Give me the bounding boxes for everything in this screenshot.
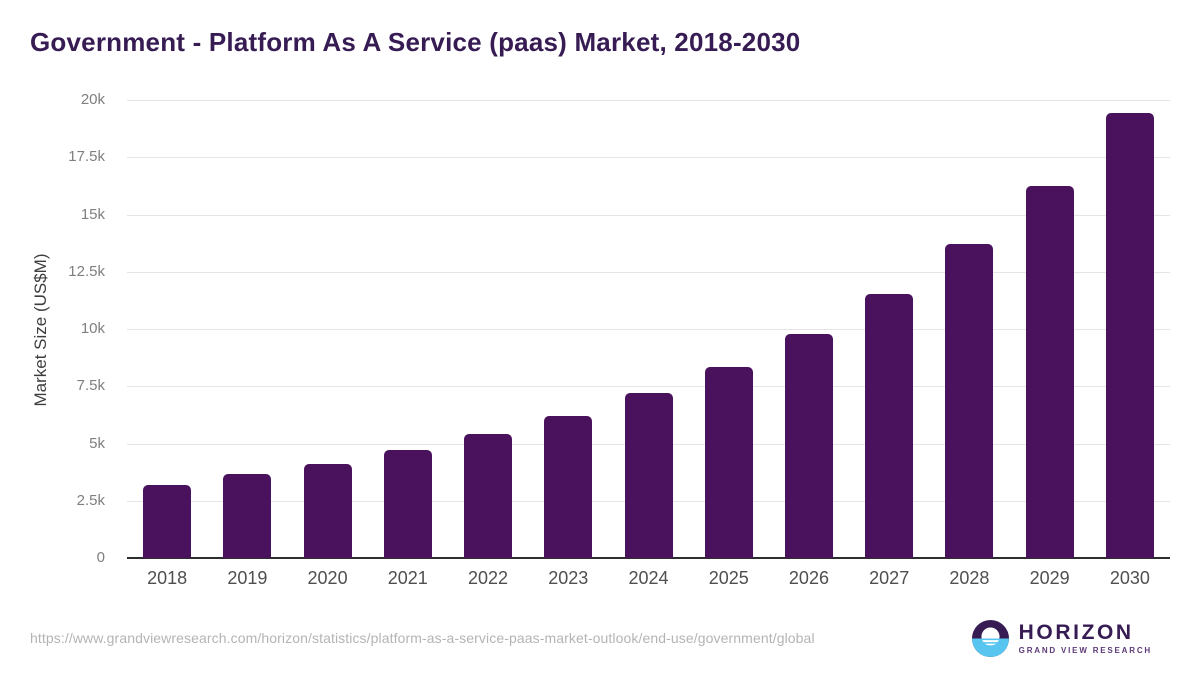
y-tick-label: 10k: [80, 320, 105, 337]
gridline-17.5k: [127, 157, 1170, 159]
gridline-15k: [127, 214, 1170, 216]
x-tick-label-2019: 2019: [227, 568, 268, 588]
x-tick-label-2025: 2025: [708, 568, 749, 588]
x-axis-line: [127, 557, 1170, 559]
bar-2023: [544, 416, 593, 558]
y-tick-label: 12.5k: [68, 262, 105, 280]
bar-2021: [383, 450, 432, 558]
y-tick-label: 15k: [80, 205, 105, 223]
source-url: https://www.grandviewresearch.com/horizo…: [30, 630, 815, 646]
bar-2020: [303, 464, 352, 558]
bar-2030: [1105, 112, 1154, 558]
bar-2025: [704, 366, 753, 558]
bar-2029: [1025, 185, 1074, 558]
bar-2018: [143, 484, 192, 558]
bar-2019: [223, 474, 272, 558]
x-tick-label-2023: 2023: [548, 568, 589, 588]
y-tick-label: 7.5k: [76, 377, 105, 395]
gridline-12.5k: [127, 271, 1170, 273]
x-tick-label-2021: 2021: [387, 568, 428, 588]
logo-text: HORIZON GRAND VIEW RESEARCH: [1019, 622, 1152, 655]
y-tick-label: 20k: [80, 91, 105, 108]
gridline-7.5k: [127, 386, 1170, 388]
x-tick-label-2024: 2024: [628, 568, 669, 588]
bar-2022: [464, 434, 513, 558]
x-tick-label-2028: 2028: [949, 568, 990, 588]
y-tick-label: 17.5k: [68, 148, 105, 166]
gridline-20k: [127, 100, 1170, 101]
logo-name: HORIZON: [1018, 621, 1134, 644]
bar-2027: [865, 293, 914, 558]
bar-2026: [784, 333, 833, 558]
plot-area: [127, 100, 1170, 559]
bar-2024: [624, 393, 673, 558]
y-tick-label: 5k: [89, 434, 105, 452]
x-tick-label-2020: 2020: [307, 568, 348, 588]
x-tick-label-2018: 2018: [147, 568, 188, 588]
bar-2028: [945, 244, 994, 558]
x-tick-label-2030: 2030: [1109, 568, 1150, 588]
x-tick-label-2026: 2026: [788, 568, 829, 588]
logo-subtitle: GRAND VIEW RESEARCH: [1018, 646, 1152, 655]
x-tick-label-2027: 2027: [869, 568, 910, 588]
x-tick-label-2029: 2029: [1029, 568, 1070, 588]
horizon-logo: HORIZON GRAND VIEW RESEARCH: [971, 620, 1152, 657]
gridline-10k: [127, 329, 1170, 330]
chart-title: Government - Platform As A Service (paas…: [30, 27, 801, 57]
x-tick-label-2022: 2022: [468, 568, 509, 588]
y-tick-label: 2.5k: [76, 491, 105, 509]
y-tick-label: 0: [96, 549, 105, 566]
horizon-sun-icon: [971, 620, 1009, 657]
